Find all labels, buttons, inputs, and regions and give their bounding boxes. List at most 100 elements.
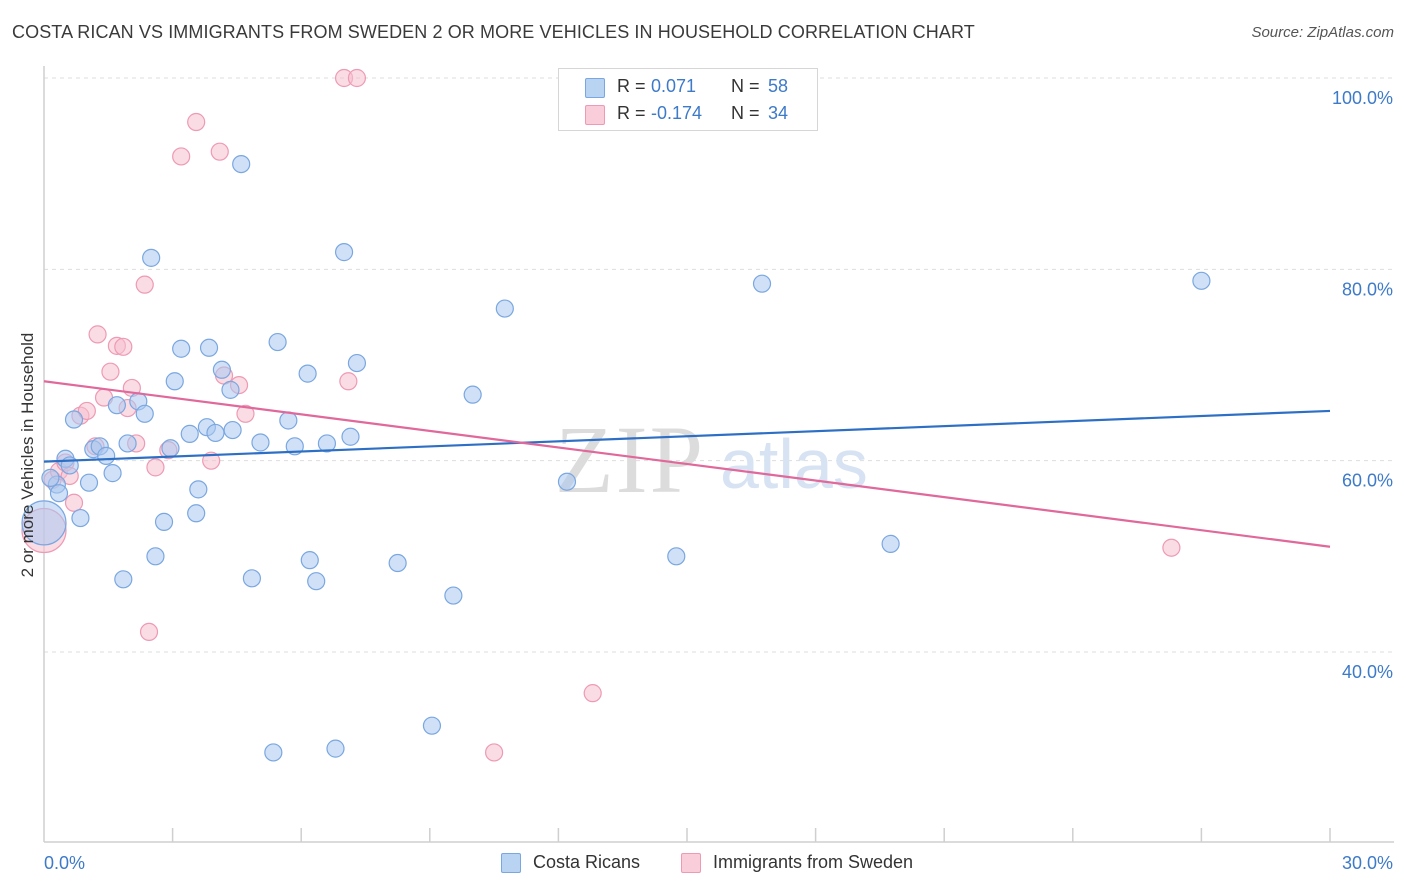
- data-point: [210, 142, 229, 161]
- data-point: [1192, 271, 1211, 290]
- data-point: [206, 423, 225, 443]
- data-point: [347, 68, 367, 88]
- data-point: [180, 424, 199, 443]
- data-point: [103, 464, 122, 483]
- data-point: [187, 504, 206, 523]
- data-point: [97, 446, 116, 465]
- legend-label: Costa Ricans: [533, 852, 641, 872]
- data-point: [268, 332, 287, 352]
- watermark-zip: ZIP: [555, 406, 705, 513]
- data-point: [64, 410, 84, 429]
- data-point: [298, 364, 317, 383]
- data-point: [236, 404, 255, 423]
- legend-label: Immigrants from Sweden: [713, 852, 914, 872]
- legend-swatch-pink: [585, 105, 605, 125]
- r-value: 0.071: [651, 76, 697, 96]
- data-point: [334, 243, 354, 262]
- data-point: [232, 155, 251, 174]
- data-point: [495, 299, 514, 318]
- legend-swatch-pink: [681, 853, 701, 873]
- axes: [43, 66, 1394, 843]
- data-point: [463, 385, 482, 404]
- data-point: [172, 147, 191, 166]
- data-point: [300, 551, 319, 570]
- data-point: [118, 434, 137, 453]
- watermark: ZIP atlas: [555, 406, 868, 513]
- n-label: N =: [731, 76, 760, 96]
- y-tick-label: 40.0%: [1342, 662, 1393, 682]
- data-point: [583, 684, 602, 703]
- x-tick-label: 30.0%: [1342, 853, 1393, 873]
- data-point: [388, 553, 407, 573]
- chart-title: COSTA RICAN VS IMMIGRANTS FROM SWEDEN 2 …: [12, 22, 975, 42]
- data-point: [223, 420, 242, 440]
- data-point: [107, 396, 126, 415]
- x-tick-label: 0.0%: [44, 853, 85, 873]
- y-tick-label: 80.0%: [1342, 279, 1393, 299]
- data-point: [114, 570, 133, 589]
- y-tick-label: 100.0%: [1332, 88, 1393, 108]
- legend-swatch-blue: [585, 78, 605, 98]
- data-point: [212, 360, 231, 379]
- data-point: [199, 338, 219, 357]
- data-point: [161, 439, 180, 458]
- data-point: [752, 274, 772, 293]
- data-point: [242, 569, 262, 588]
- trend-line-costa-ricans: [43, 409, 1331, 463]
- y-axis-label: 2 or more Vehicles in Household: [18, 332, 37, 578]
- points-costa-ricans: [21, 155, 1211, 762]
- data-point: [135, 404, 154, 423]
- data-point: [172, 339, 191, 358]
- data-point: [154, 512, 174, 531]
- data-point: [339, 372, 358, 391]
- r-value: -0.174: [651, 103, 703, 123]
- data-point: [146, 547, 165, 566]
- data-point: [251, 433, 270, 452]
- data-point: [264, 743, 283, 762]
- data-point: [881, 534, 900, 553]
- data-point: [21, 500, 67, 546]
- data-point: [77, 401, 96, 421]
- data-point: [139, 622, 159, 642]
- n-label: N =: [731, 103, 760, 123]
- data-point: [444, 586, 463, 605]
- source-credit: Source: ZipAtlas.com: [1251, 24, 1394, 41]
- data-point: [221, 380, 240, 399]
- data-point: [1162, 538, 1181, 557]
- tick-labels: 40.0% 60.0% 80.0% 100.0% 0.0% 30.0%: [44, 88, 1393, 873]
- r-label: R =: [617, 103, 646, 123]
- data-point: [341, 427, 360, 446]
- data-point: [187, 112, 206, 132]
- data-point: [317, 434, 337, 453]
- data-point: [326, 739, 345, 758]
- data-point: [101, 362, 120, 381]
- data-point: [485, 743, 504, 762]
- data-point: [79, 473, 99, 492]
- n-value: 58: [768, 76, 789, 96]
- watermark-atlas: atlas: [720, 425, 868, 503]
- data-point: [64, 493, 84, 512]
- data-point: [41, 468, 60, 487]
- data-point: [667, 547, 686, 566]
- data-point: [142, 248, 161, 267]
- legend-swatch-blue: [501, 853, 521, 873]
- stats-legend: R = 0.071 N = 58 R = -0.174 N = 34: [558, 68, 818, 131]
- data-point: [347, 353, 367, 373]
- data-point: [88, 325, 107, 344]
- data-point: [146, 458, 165, 477]
- n-value: 34: [768, 103, 789, 123]
- trend-line-immigrants-from-sweden: [43, 380, 1331, 548]
- data-point: [189, 480, 208, 499]
- data-point: [49, 484, 69, 503]
- data-point: [307, 572, 326, 591]
- trend-lines: [43, 380, 1331, 548]
- data-point: [71, 508, 90, 528]
- data-point: [202, 451, 221, 470]
- y-tick-label: 60.0%: [1342, 471, 1393, 491]
- r-label: R =: [617, 76, 646, 96]
- data-point: [165, 372, 184, 391]
- data-point: [422, 716, 442, 735]
- data-point: [114, 337, 133, 356]
- data-point: [135, 275, 154, 294]
